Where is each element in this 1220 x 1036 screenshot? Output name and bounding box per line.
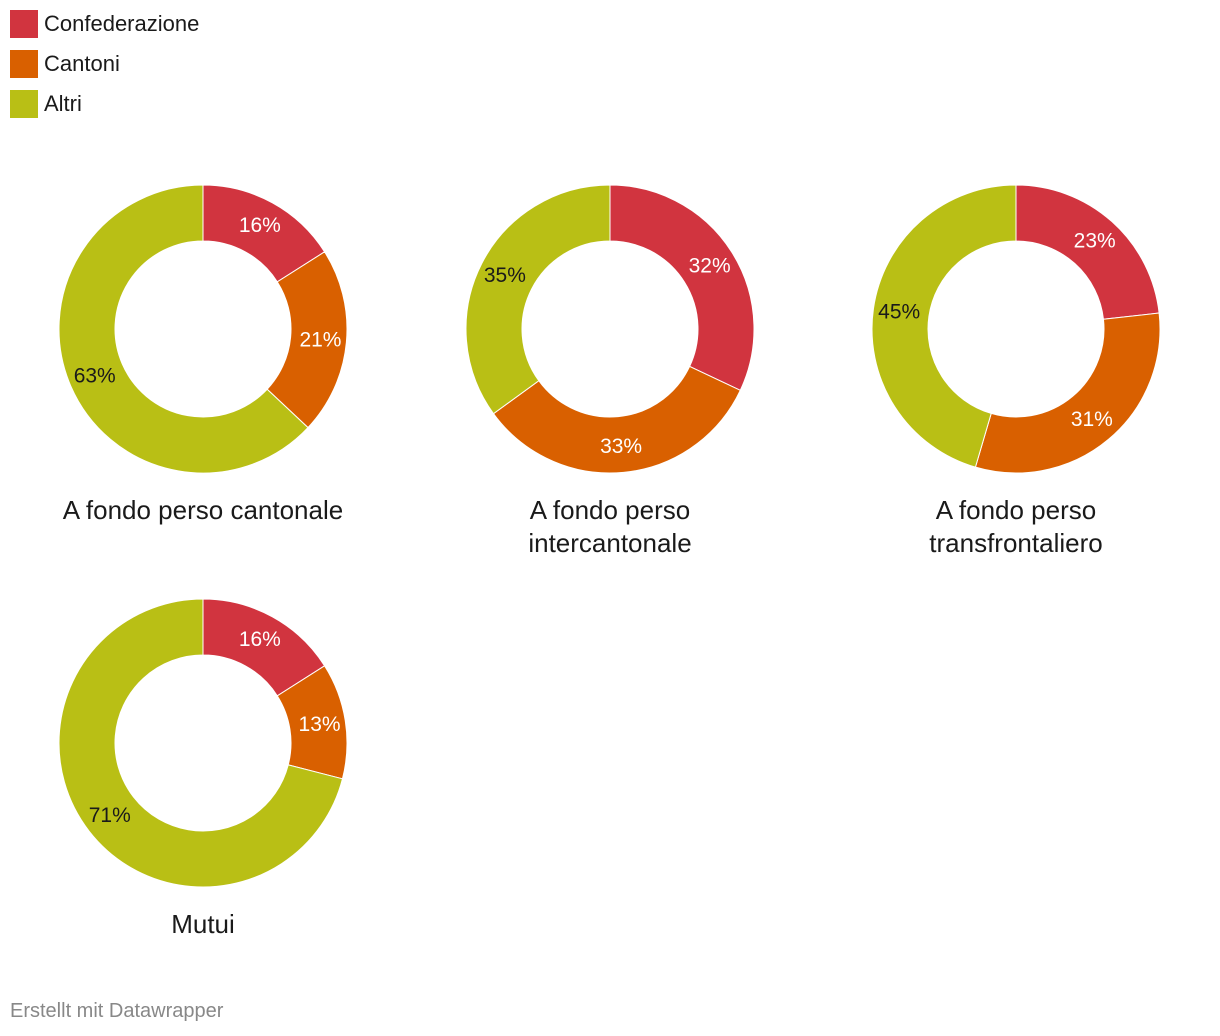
legend-swatch-altri [10,90,38,118]
donut-slice-confederazione [1015,184,1160,320]
donut-slice-cantoni [492,365,741,474]
donut-value-label-cantoni: 13% [299,713,341,736]
legend-item-confederazione: Confederazione [10,10,199,38]
legend-item-cantoni: Cantoni [10,50,199,78]
donut-chart-intercantonale: 32% 33% 35% [440,159,780,499]
donut-title-transfrontaliero: A fondo perso transfrontaliero [929,495,1103,558]
donut-value-label-cantoni: 33% [600,435,642,458]
donut-slice-altri [465,184,611,415]
donut-value-label-cantoni: 31% [1071,408,1113,431]
legend-swatch-confederazione [10,10,38,38]
donut-chart-transfrontaliero: 23% 31% 45% [846,159,1186,499]
donut-chart-mutui: 16% 13% 71% [33,573,373,913]
credit-text: Erstellt mit Datawrapper [10,1000,224,1022]
legend-label-confederazione: Confederazione [44,11,200,36]
legend-label-cantoni: Cantoni [44,51,120,76]
donut-value-label-confederazione: 16% [239,628,281,651]
donut-slice-altri [58,184,309,474]
donut-value-label-confederazione: 16% [239,214,281,237]
legend-label-altri: Altri [44,91,82,116]
donut-slice-cantoni [974,312,1161,474]
donut-chart-cantonale: 16% 21% 63% [33,159,373,499]
donut-slice-cantoni [266,251,348,429]
donut-value-label-altri: 71% [89,804,131,827]
donut-svg-transfrontaliero: 23% 31% 45% [871,184,1161,474]
donut-title-mutui: Mutui [171,909,235,939]
donut-svg-intercantonale: 32% 33% 35% [465,184,755,474]
legend-swatch-cantoni [10,50,38,78]
donut-value-label-cantoni: 21% [299,329,341,352]
donut-value-label-altri: 35% [484,264,526,287]
legend: Confederazione Cantoni Altri [10,10,199,130]
donut-title-intercantonale: A fondo perso intercantonale [528,495,692,558]
donut-slice-altri [871,184,1017,468]
donut-svg-mutui: 16% 13% 71% [58,598,348,888]
legend-item-altri: Altri [10,90,199,118]
donut-svg-cantonale: 16% 21% 63% [58,184,348,474]
donut-slice-confederazione [609,184,755,391]
donut-value-label-altri: 63% [74,364,116,387]
donut-value-label-confederazione: 23% [1074,230,1116,253]
donut-value-label-confederazione: 32% [689,254,731,277]
donut-slice-altri [58,598,344,888]
donut-title-cantonale: A fondo perso cantonale [62,495,344,525]
donut-value-label-altri: 45% [878,301,920,324]
